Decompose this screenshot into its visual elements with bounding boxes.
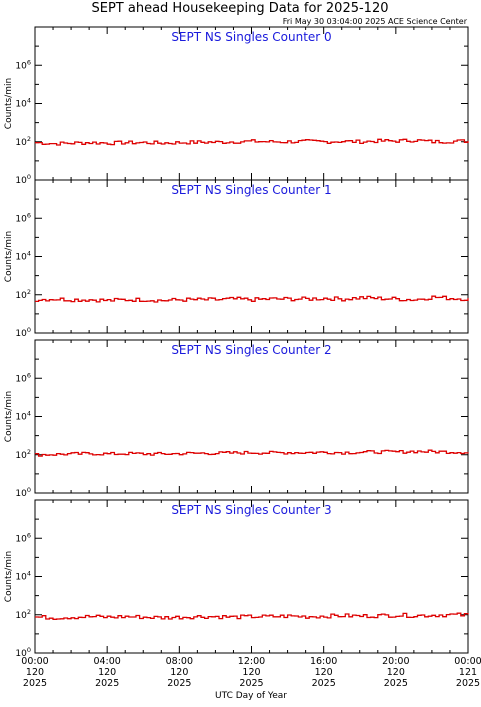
- generation-timestamp: Fri May 30 03:04:00 2025 ACE Science Cen…: [283, 17, 468, 26]
- x-tick-label-year: 2025: [167, 678, 191, 689]
- figure-title: SEPT ahead Housekeeping Data for 2025-12…: [92, 1, 389, 16]
- y-tick-label: 104: [15, 570, 31, 583]
- x-tick-label-year: 2025: [384, 678, 408, 689]
- y-tick-label: 100: [15, 173, 31, 186]
- panel-frame: [34, 26, 469, 181]
- x-tick-label-year: 2025: [312, 678, 336, 689]
- panel-title: SEPT NS Singles Counter 2: [171, 343, 331, 357]
- y-tick-label: 106: [15, 371, 31, 384]
- data-series-line: [35, 612, 469, 620]
- x-tick-label-day: 120: [315, 667, 333, 678]
- data-series-line: [35, 449, 469, 457]
- y-axis-label: Counts/min: [4, 551, 14, 602]
- y-tick-label: 106: [15, 211, 31, 224]
- panel-title: SEPT NS Singles Counter 1: [171, 183, 331, 197]
- x-tick-label-time: 00:00: [454, 656, 481, 667]
- data-series-line: [35, 138, 469, 146]
- y-tick-label: 102: [15, 608, 31, 621]
- panel-frame: [34, 339, 469, 494]
- y-axis-label: Counts/min: [4, 231, 14, 282]
- panel-title: SEPT NS Singles Counter 0: [171, 30, 331, 44]
- x-tick-label-day: 120: [26, 667, 44, 678]
- x-tick-label-time: 04:00: [93, 656, 120, 667]
- x-tick-label-year: 2025: [456, 678, 480, 689]
- data-series-line: [35, 295, 469, 303]
- x-axis-group: 00:00120202504:00120202508:00120202512:0…: [21, 656, 481, 689]
- y-tick-label: 102: [15, 448, 31, 461]
- y-tick-label: 102: [15, 135, 31, 148]
- x-axis-label: UTC Day of Year: [215, 691, 287, 701]
- y-tick-label: 100: [15, 486, 31, 499]
- y-axis-label: Counts/min: [4, 78, 14, 129]
- y-tick-label: 104: [15, 410, 31, 423]
- y-axis-label: Counts/min: [4, 391, 14, 442]
- x-tick-label-time: 00:00: [21, 656, 48, 667]
- x-tick-label-year: 2025: [95, 678, 119, 689]
- y-tick-label: 100: [15, 326, 31, 339]
- panel-title: SEPT NS Singles Counter 3: [171, 503, 331, 517]
- x-tick-label-day: 121: [459, 667, 477, 678]
- panel-frame: [34, 499, 469, 654]
- x-tick-label-year: 2025: [239, 678, 263, 689]
- y-tick-label: 102: [15, 288, 31, 301]
- x-tick-label-time: 20:00: [382, 656, 409, 667]
- y-tick-label: 104: [15, 97, 31, 110]
- x-tick-label-time: 16:00: [310, 656, 337, 667]
- x-tick-label-day: 120: [170, 667, 188, 678]
- x-tick-label-day: 120: [242, 667, 260, 678]
- x-tick-label-day: 120: [387, 667, 405, 678]
- y-tick-label: 100: [15, 646, 31, 659]
- y-tick-label: 106: [15, 531, 31, 544]
- panel-frame: [34, 179, 469, 334]
- x-tick-label-time: 12:00: [238, 656, 265, 667]
- x-tick-label-year: 2025: [23, 678, 47, 689]
- x-tick-label-day: 120: [98, 667, 116, 678]
- y-tick-label: 106: [15, 58, 31, 71]
- x-tick-label-time: 08:00: [166, 656, 193, 667]
- y-tick-label: 104: [15, 250, 31, 263]
